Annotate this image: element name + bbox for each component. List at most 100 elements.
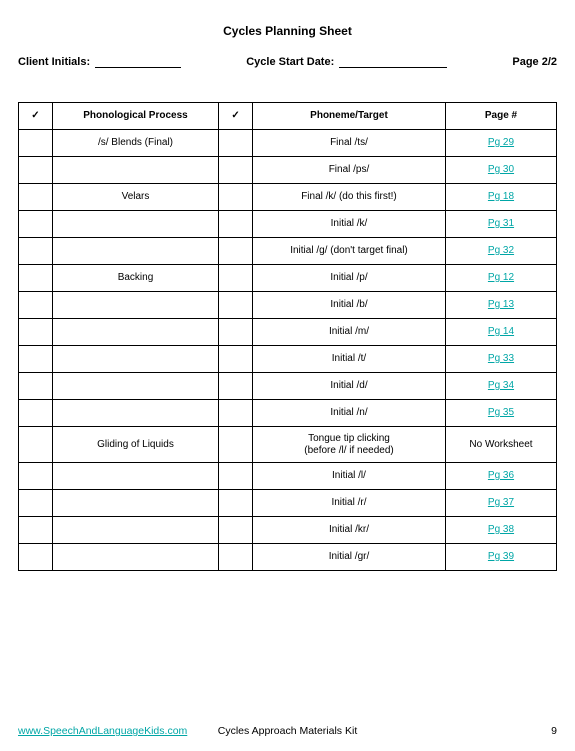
check-cell-2 — [219, 292, 253, 319]
header-page: Page # — [445, 103, 556, 130]
process-cell — [52, 400, 218, 427]
target-cell: Initial /d/ — [252, 373, 445, 400]
process-cell: Backing — [52, 265, 218, 292]
target-cell: Tongue tip clicking(before /l/ if needed… — [252, 427, 445, 463]
check-cell-1 — [19, 544, 53, 571]
page-link[interactable]: Pg 38 — [488, 524, 514, 535]
process-cell — [52, 490, 218, 517]
page-link[interactable]: Pg 35 — [488, 407, 514, 418]
page-link[interactable]: Pg 31 — [488, 218, 514, 229]
page-link[interactable]: Pg 37 — [488, 497, 514, 508]
check-cell-1 — [19, 184, 53, 211]
process-cell: Gliding of Liquids — [52, 427, 218, 463]
target-cell: Initial /kr/ — [252, 517, 445, 544]
table-row: Gliding of Liquids Tongue tip clicking(be… — [19, 427, 557, 463]
page-link[interactable]: Pg 39 — [488, 551, 514, 562]
target-cell: Initial /m/ — [252, 319, 445, 346]
target-cell: Initial /n/ — [252, 400, 445, 427]
check-cell-1 — [19, 238, 53, 265]
table-row: Initial /n/Pg 35 — [19, 400, 557, 427]
check-cell-2 — [219, 463, 253, 490]
cycle-start-label: Cycle Start Date: — [246, 56, 447, 68]
process-cell: /s/ Blends (Final) — [52, 130, 218, 157]
page-footer: www.SpeechAndLanguageKids.com Cycles App… — [18, 725, 557, 737]
target-cell: Final /k/ (do this first!) — [252, 184, 445, 211]
process-cell — [52, 292, 218, 319]
target-cell: Initial /b/ — [252, 292, 445, 319]
page-link[interactable]: Pg 32 — [488, 245, 514, 256]
page-link[interactable]: Pg 12 — [488, 272, 514, 283]
target-cell: Initial /t/ — [252, 346, 445, 373]
table-row: Initial /m/Pg 14 — [19, 319, 557, 346]
meta-row: Client Initials: Cycle Start Date: Page … — [18, 56, 557, 68]
target-cell: Final /ps/ — [252, 157, 445, 184]
page-cell: Pg 31 — [445, 211, 556, 238]
process-cell — [52, 319, 218, 346]
page-link[interactable]: Pg 13 — [488, 299, 514, 310]
page-link[interactable]: Pg 18 — [488, 191, 514, 202]
check-cell-1 — [19, 463, 53, 490]
target-cell: Final /ts/ — [252, 130, 445, 157]
check-cell-2 — [219, 346, 253, 373]
process-cell — [52, 373, 218, 400]
table-row: Initial /r/Pg 37 — [19, 490, 557, 517]
check-cell-1 — [19, 292, 53, 319]
page-cell: Pg 34 — [445, 373, 556, 400]
table-row: Initial /kr/Pg 38 — [19, 517, 557, 544]
check-cell-1 — [19, 490, 53, 517]
header-process: Phonological Process — [52, 103, 218, 130]
page-link[interactable]: Pg 36 — [488, 470, 514, 481]
page-cell: Pg 12 — [445, 265, 556, 292]
page-link[interactable]: Pg 14 — [488, 326, 514, 337]
process-cell: Velars — [52, 184, 218, 211]
target-cell: Initial /k/ — [252, 211, 445, 238]
page-cell: Pg 14 — [445, 319, 556, 346]
page-title: Cycles Planning Sheet — [18, 24, 557, 38]
page-cell: Pg 13 — [445, 292, 556, 319]
check-cell-2 — [219, 490, 253, 517]
table-row: Initial /l/Pg 36 — [19, 463, 557, 490]
check-cell-2 — [219, 265, 253, 292]
table-row: Initial /gr/Pg 39 — [19, 544, 557, 571]
page-link[interactable]: Pg 30 — [488, 164, 514, 175]
check-cell-1 — [19, 373, 53, 400]
process-cell — [52, 157, 218, 184]
check-cell-2 — [219, 373, 253, 400]
page-link[interactable]: Pg 33 — [488, 353, 514, 364]
page-cell: Pg 30 — [445, 157, 556, 184]
check-cell-2 — [219, 517, 253, 544]
check-cell-2 — [219, 319, 253, 346]
table-row: Initial /g/ (don't target final)Pg 32 — [19, 238, 557, 265]
page-link[interactable]: Pg 29 — [488, 137, 514, 148]
cycle-start-text: Cycle Start Date: — [246, 56, 334, 68]
process-cell — [52, 346, 218, 373]
footer-page-number: 9 — [551, 725, 557, 737]
cycle-start-line — [339, 57, 447, 68]
check-cell-2 — [219, 400, 253, 427]
process-cell — [52, 463, 218, 490]
check-cell-2 — [219, 211, 253, 238]
check-cell-2 — [219, 130, 253, 157]
header-check2: ✓ — [219, 103, 253, 130]
client-initials-label: Client Initials: — [18, 56, 181, 68]
table-row: Initial /b/Pg 13 — [19, 292, 557, 319]
footer-url-link[interactable]: www.SpeechAndLanguageKids.com — [18, 725, 187, 737]
check-cell-2 — [219, 427, 253, 463]
process-cell — [52, 211, 218, 238]
target-cell: Initial /gr/ — [252, 544, 445, 571]
table-row: Initial /t/Pg 33 — [19, 346, 557, 373]
page-cell: No Worksheet — [445, 427, 556, 463]
table-row: /s/ Blends (Final) Final /ts/Pg 29 — [19, 130, 557, 157]
page-link[interactable]: Pg 34 — [488, 380, 514, 391]
page-cell: Pg 36 — [445, 463, 556, 490]
target-cell: Initial /r/ — [252, 490, 445, 517]
page-cell: Pg 33 — [445, 346, 556, 373]
table-row: Initial /k/Pg 31 — [19, 211, 557, 238]
check-cell-2 — [219, 157, 253, 184]
table-row: Initial /d/Pg 34 — [19, 373, 557, 400]
client-initials-text: Client Initials: — [18, 56, 90, 68]
process-cell — [52, 238, 218, 265]
target-cell: Initial /l/ — [252, 463, 445, 490]
check-cell-2 — [219, 184, 253, 211]
planning-table: ✓ Phonological Process ✓ Phoneme/Target … — [18, 102, 557, 571]
